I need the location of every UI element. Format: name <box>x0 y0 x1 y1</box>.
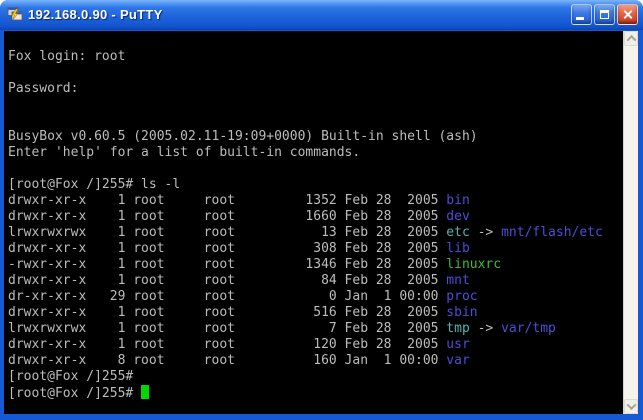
window-title: 192.168.0.90 - PuTTY <box>28 6 163 22</box>
terminal-line: [root@Fox /]255# <box>8 369 134 384</box>
terminal-line: drwxr-xr-x 8 root root 160 Jan 1 00:00 v… <box>8 353 470 368</box>
terminal-line <box>8 33 623 49</box>
terminal-cursor <box>141 385 150 399</box>
terminal-line: Password: <box>8 81 79 96</box>
putty-icon-graphic <box>7 7 23 21</box>
maximize-icon <box>600 9 609 19</box>
scroll-up-button[interactable] <box>624 31 638 46</box>
terminal-line: drwxr-xr-x 1 root root 84 Feb 28 2005 mn… <box>8 273 470 288</box>
terminal-line: drwxr-xr-x 1 root root 1660 Feb 28 2005 … <box>8 209 470 224</box>
terminal-line: [root@Fox /]255# <box>8 385 623 401</box>
terminal-line <box>8 113 623 129</box>
terminal-line: drwxr-xr-x 1 root root 120 Feb 28 2005 u… <box>8 337 470 352</box>
terminal-screen[interactable]: Fox login: root Password: BusyBox v0.60.5 … <box>4 31 623 414</box>
terminal-line <box>8 97 623 113</box>
terminal-line: dr-xr-xr-x 29 root root 0 Jan 1 00:00 pr… <box>8 289 478 304</box>
terminal-line: -rwxr-xr-x 1 root root 1346 Feb 28 2005 … <box>8 257 502 272</box>
maximize-button[interactable] <box>594 3 615 25</box>
scrollbar-track[interactable] <box>624 46 638 399</box>
terminal-line: [root@Fox /]255# ls -l <box>8 177 181 192</box>
scrollbar[interactable] <box>623 31 638 414</box>
terminal-line: lrwxrwxrwx 1 root root 7 Feb 28 2005 tmp… <box>8 321 556 336</box>
chevron-up-icon <box>626 34 636 45</box>
terminal-line: BusyBox v0.60.5 (2005.02.11-19:09+0000) … <box>8 129 478 144</box>
close-icon <box>622 9 633 20</box>
titlebar[interactable]: 192.168.0.90 - PuTTY <box>0 0 643 30</box>
terminal-line: drwxr-xr-x 1 root root 308 Feb 28 2005 l… <box>8 241 470 256</box>
terminal-line: Fox login: root <box>8 49 126 64</box>
putty-icon[interactable] <box>6 5 24 23</box>
window-controls <box>571 3 638 25</box>
terminal-line: drwxr-xr-x 1 root root 516 Feb 28 2005 s… <box>8 305 478 320</box>
minimize-icon <box>576 16 584 20</box>
minimize-button[interactable] <box>571 3 592 25</box>
scroll-down-button[interactable] <box>624 399 638 414</box>
terminal-line <box>8 161 623 177</box>
terminal-line: Enter 'help' for a list of built-in comm… <box>8 145 361 160</box>
terminal-line <box>8 65 623 81</box>
chevron-down-icon <box>626 400 636 411</box>
terminal-line: drwxr-xr-x 1 root root 1352 Feb 28 2005 … <box>8 193 470 208</box>
window-frame: Fox login: root Password: BusyBox v0.60.5 … <box>0 30 643 420</box>
close-button[interactable] <box>617 3 638 25</box>
terminal-line: lrwxrwxrwx 1 root root 13 Feb 28 2005 et… <box>8 225 603 240</box>
